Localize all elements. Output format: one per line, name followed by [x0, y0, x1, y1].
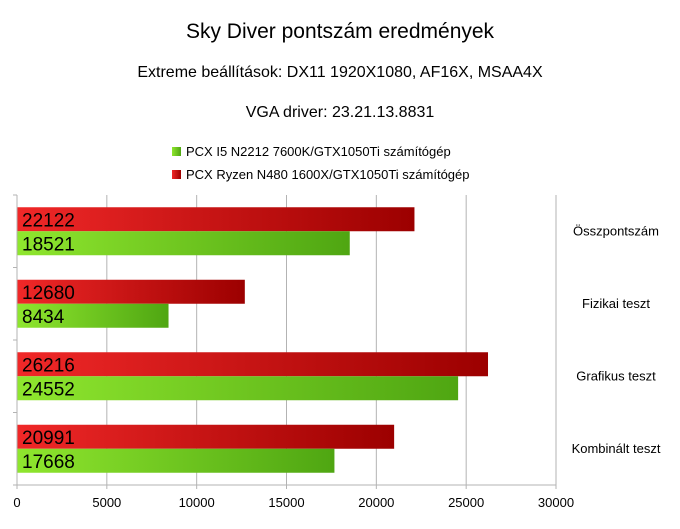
- legend-swatch-green: [172, 147, 181, 156]
- value-label-i5: 24552: [22, 379, 75, 400]
- x-tick-label: 10000: [179, 495, 215, 510]
- legend-item-green: PCX I5 N2212 7600K/GTX1050Ti számítógép: [172, 140, 470, 163]
- legend: PCX I5 N2212 7600K/GTX1050Ti számítógép …: [172, 140, 470, 186]
- x-tick-label: 0: [13, 495, 20, 510]
- value-label-ryzen: 22122: [22, 210, 75, 231]
- bar-i5: [17, 376, 459, 401]
- bar-ryzen: [17, 352, 489, 377]
- x-tick-label: 25000: [448, 495, 484, 510]
- value-label-i5: 18521: [22, 234, 75, 255]
- labels: 0 5000 10000 15000 20000 25000 30000 22122 18521…: [13, 210, 660, 510]
- legend-label-red: PCX Ryzen N480 1600X/GTX1050Ti számítógé…: [186, 167, 470, 182]
- legend-label-green: PCX I5 N2212 7600K/GTX1050Ti számítógép: [186, 144, 451, 159]
- category-label: Fizikai teszt: [582, 296, 650, 311]
- bar-i5: [17, 231, 350, 256]
- bar-i5: [17, 303, 169, 328]
- legend-item-red: PCX Ryzen N480 1600X/GTX1050Ti számítógé…: [172, 163, 470, 186]
- category-label: Grafikus teszt: [576, 368, 656, 383]
- value-label-i5: 17668: [22, 452, 75, 473]
- bars: [17, 207, 489, 473]
- value-label-ryzen: 12680: [22, 283, 75, 304]
- value-label-i5: 8434: [22, 307, 65, 328]
- category-label: Összpontszám: [573, 223, 659, 238]
- bar-ryzen: [17, 207, 415, 232]
- x-tick-label: 30000: [538, 495, 574, 510]
- bar-i5: [17, 448, 335, 473]
- legend-swatch-red: [172, 170, 181, 179]
- value-label-ryzen: 20991: [22, 428, 75, 449]
- x-tick-label: 5000: [92, 495, 121, 510]
- chart-title: Sky Diver pontszám eredmények: [185, 20, 495, 43]
- axes: [13, 194, 557, 489]
- chart-subtitle-driver: VGA driver: 23.21.13.8831: [245, 104, 435, 121]
- bar-ryzen: [17, 279, 245, 304]
- value-label-ryzen: 26216: [22, 355, 75, 376]
- bar-ryzen: [17, 424, 395, 449]
- x-tick-label: 15000: [268, 495, 304, 510]
- category-label: Kombinált teszt: [572, 441, 661, 456]
- chart-subtitle-settings: Extreme beállítások: DX11 1920X1080, AF1…: [137, 64, 543, 81]
- x-tick-label: 20000: [358, 495, 394, 510]
